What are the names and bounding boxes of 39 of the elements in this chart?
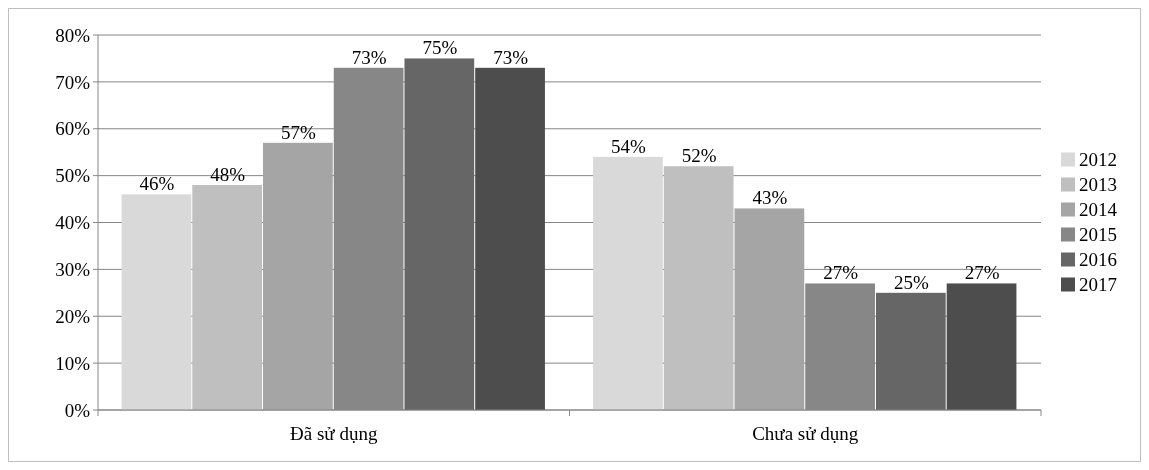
data-label: 73% [351,46,387,68]
legend-label: 2012 [1079,149,1117,171]
legend-label: 2015 [1079,224,1117,246]
bar [192,185,263,410]
y-tick-label: 20% [55,305,91,327]
bar [404,58,475,410]
data-label: 54% [611,135,647,157]
data-label: 52% [681,145,717,167]
data-label: 27% [964,262,1000,284]
y-tick-label: 60% [55,118,91,140]
bar [663,166,734,410]
legend-label: 2017 [1079,274,1117,296]
bar [875,292,946,410]
data-label: 43% [752,187,788,209]
y-tick-label: 50% [55,165,91,187]
y-tick-label: 10% [55,352,91,374]
data-label: 73% [493,46,529,68]
legend-label: 2013 [1079,174,1117,196]
data-label: 25% [893,271,929,293]
bar [263,142,333,410]
x-tick-label: Đã sử dụng [290,423,378,444]
x-tick-label: Chưa sử dụng [752,423,859,444]
bar [593,156,663,410]
legend-label: 2016 [1079,249,1117,271]
y-tick-label: 70% [55,71,91,93]
bar [734,208,805,410]
data-label: 75% [422,37,458,59]
y-tick-label: 80% [55,24,91,46]
bar [121,194,192,410]
y-tick-label: 0% [64,399,91,421]
data-label: 48% [210,164,246,185]
legend-label: 2014 [1079,199,1118,221]
data-label: 46% [139,173,175,195]
bar [475,67,545,410]
y-tick-label: 40% [55,212,91,234]
bar [946,283,1017,410]
data-label: 27% [823,262,859,284]
data-label: 57% [280,121,316,143]
y-tick-label: 30% [55,259,91,281]
